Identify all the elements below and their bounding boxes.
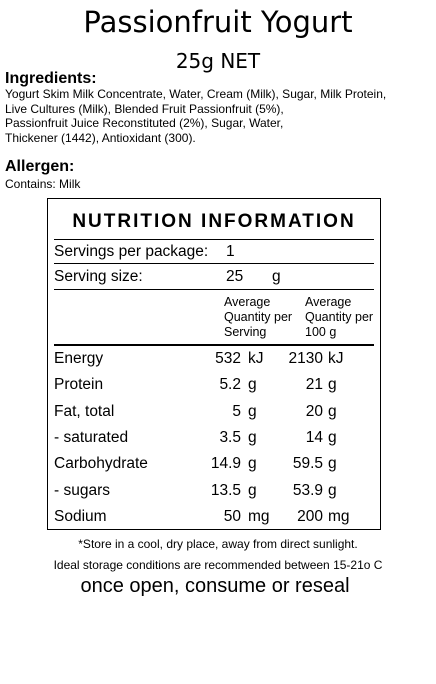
servings-label: Servings per package: [54,243,209,260]
serving-size-label: Serving size: [54,268,143,285]
table-row: Carbohydrate 14.9 g 59.5 g [48,455,380,473]
nutrition-title: NUTRITION INFORMATION [72,211,356,232]
table-row: Energy 532 kJ 2130 kJ [48,350,380,368]
per-serving-value: 5 [232,403,241,420]
per-serving-value: 50 [223,508,241,525]
table-row: - sugars 13.5 g 53.9 g [48,482,380,500]
per-100g-unit: g [328,403,337,420]
table-row: - saturated 3.5 g 14 g [48,429,380,447]
nutrient-label: - saturated [54,429,129,446]
nutrient-label: - sugars [54,482,110,499]
nutrient-label: Sodium [54,508,107,525]
per-100g-value: 2130 [288,350,323,367]
per-100g-unit: mg [328,508,350,525]
divider-thick [54,344,374,346]
per-100g-value: 200 [297,508,323,525]
divider [54,263,374,264]
nutrient-label: Energy [54,350,104,367]
open-note: once open, consume or reseal [80,575,350,597]
per-serving-value: 13.5 [210,482,241,499]
per-100g-unit: g [328,376,337,393]
nutrient-label: Protein [54,376,104,393]
per-serving-unit: mg [248,508,270,525]
per-serving-value: 14.9 [210,455,241,472]
col-header-per-100g: Average Quantity per 100 g [305,295,374,339]
per-100g-unit: g [328,482,337,499]
per-100g-unit: g [328,455,337,472]
per-serving-value: 3.5 [219,429,241,446]
per-serving-unit: g [248,376,257,393]
ingredients-heading: Ingredients: [5,70,97,87]
nutrition-panel: NUTRITION INFORMATION Servings per packa… [47,198,381,530]
nutrient-label: Carbohydrate [54,455,148,472]
allergen-text: Contains: Milk [5,177,81,191]
per-100g-unit: g [328,429,337,446]
per-100g-value: 59.5 [292,455,323,472]
servings-value: 1 [226,243,235,260]
net-weight: 25g NET [175,49,261,73]
ingredients-text: Yogurt Skim Milk Concentrate, Water, Cre… [5,87,387,145]
per-100g-value: 21 [305,376,323,393]
per-serving-unit: g [248,403,257,420]
table-row: Sodium 50 mg 200 mg [48,508,380,526]
serving-size-unit: g [272,268,281,285]
divider [54,239,374,240]
col-header-per-serving: Average Quantity per Serving [224,295,293,339]
per-serving-value: 5.2 [219,376,241,393]
per-100g-value: 53.9 [292,482,323,499]
storage-note: *Store in a cool, dry place, away from d… [78,537,358,551]
per-100g-value: 14 [305,429,323,446]
table-row: Protein 5.2 g 21 g [48,376,380,394]
allergen-heading: Allergen: [5,158,75,175]
per-serving-unit: g [248,455,257,472]
storage-conditions: Ideal storage conditions are recommended… [53,558,383,572]
serving-size-value: 25 [226,268,244,285]
divider [54,289,374,290]
per-serving-unit: g [248,482,257,499]
per-100g-value: 20 [305,403,323,420]
per-serving-value: 532 [215,350,241,367]
per-100g-unit: kJ [328,350,344,367]
table-row: Fat, total 5 g 20 g [48,403,380,421]
nutrient-label: Fat, total [54,403,115,420]
per-serving-unit: g [248,429,257,446]
per-serving-unit: kJ [248,350,264,367]
product-title: Passionfruit Yogurt [83,5,353,39]
